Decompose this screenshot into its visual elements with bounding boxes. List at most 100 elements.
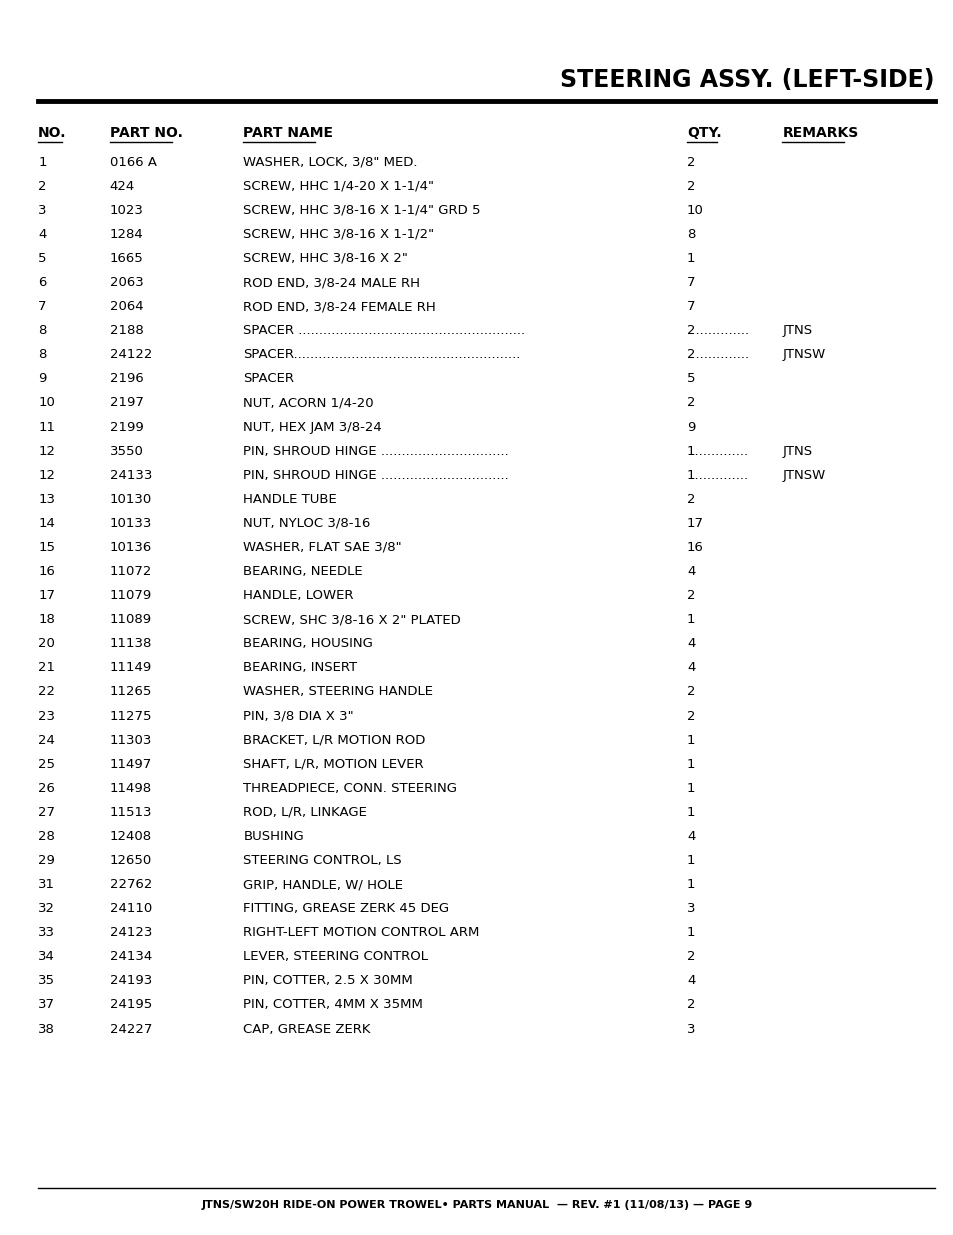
Text: 4: 4 bbox=[686, 974, 695, 988]
Text: WASHER, STEERING HANDLE: WASHER, STEERING HANDLE bbox=[243, 685, 433, 699]
Text: 2196: 2196 bbox=[110, 373, 143, 385]
Text: 1: 1 bbox=[686, 782, 695, 795]
Text: THREADPIECE, CONN. STEERING: THREADPIECE, CONN. STEERING bbox=[243, 782, 456, 795]
Text: HANDLE, LOWER: HANDLE, LOWER bbox=[243, 589, 354, 603]
Text: 2: 2 bbox=[686, 685, 695, 699]
Text: NO.: NO. bbox=[38, 126, 67, 140]
Text: 24133: 24133 bbox=[110, 468, 152, 482]
Text: 11265: 11265 bbox=[110, 685, 152, 699]
Text: RIGHT-LEFT MOTION CONTROL ARM: RIGHT-LEFT MOTION CONTROL ARM bbox=[243, 926, 479, 940]
Text: 1665: 1665 bbox=[110, 252, 143, 266]
Text: 12408: 12408 bbox=[110, 830, 152, 844]
Text: PART NAME: PART NAME bbox=[243, 126, 333, 140]
Text: SCREW, HHC 3/8-16 X 1-1/4" GRD 5: SCREW, HHC 3/8-16 X 1-1/4" GRD 5 bbox=[243, 204, 480, 217]
Text: FITTING, GREASE ZERK 45 DEG: FITTING, GREASE ZERK 45 DEG bbox=[243, 903, 449, 915]
Text: 17: 17 bbox=[38, 589, 55, 603]
Text: 11079: 11079 bbox=[110, 589, 152, 603]
Text: 1: 1 bbox=[686, 613, 695, 626]
Text: 4: 4 bbox=[38, 227, 47, 241]
Text: 10130: 10130 bbox=[110, 493, 152, 506]
Text: 15: 15 bbox=[38, 541, 55, 555]
Text: 6: 6 bbox=[38, 277, 47, 289]
Text: 34: 34 bbox=[38, 951, 55, 963]
Text: 2: 2 bbox=[686, 951, 695, 963]
Text: STEERING ASSY. (LEFT-SIDE): STEERING ASSY. (LEFT-SIDE) bbox=[559, 68, 934, 91]
Text: SCREW, HHC 3/8-16 X 2": SCREW, HHC 3/8-16 X 2" bbox=[243, 252, 408, 266]
Text: 2: 2 bbox=[686, 493, 695, 506]
Text: 2.............: 2............. bbox=[686, 348, 748, 362]
Text: 8: 8 bbox=[686, 227, 695, 241]
Text: 38: 38 bbox=[38, 1023, 55, 1036]
Text: 1: 1 bbox=[686, 758, 695, 771]
Text: 2: 2 bbox=[686, 396, 695, 410]
Text: BEARING, HOUSING: BEARING, HOUSING bbox=[243, 637, 373, 651]
Text: 1.............: 1............. bbox=[686, 468, 748, 482]
Text: 2: 2 bbox=[686, 179, 695, 193]
Text: 3: 3 bbox=[686, 1023, 695, 1036]
Text: 1284: 1284 bbox=[110, 227, 143, 241]
Text: 37: 37 bbox=[38, 998, 55, 1011]
Text: 2: 2 bbox=[686, 709, 695, 722]
Text: 1.............: 1............. bbox=[686, 445, 748, 458]
Text: PART NO.: PART NO. bbox=[110, 126, 182, 140]
Text: 13: 13 bbox=[38, 493, 55, 506]
Text: 12: 12 bbox=[38, 445, 55, 458]
Text: NUT, ACORN 1/4-20: NUT, ACORN 1/4-20 bbox=[243, 396, 374, 410]
Text: BRACKET, L/R MOTION ROD: BRACKET, L/R MOTION ROD bbox=[243, 734, 425, 747]
Text: 24123: 24123 bbox=[110, 926, 152, 940]
Text: 20: 20 bbox=[38, 637, 55, 651]
Text: 16: 16 bbox=[686, 541, 703, 555]
Text: 11497: 11497 bbox=[110, 758, 152, 771]
Text: SPACER: SPACER bbox=[243, 373, 294, 385]
Text: SCREW, HHC 3/8-16 X 1-1/2": SCREW, HHC 3/8-16 X 1-1/2" bbox=[243, 227, 434, 241]
Text: CAP, GREASE ZERK: CAP, GREASE ZERK bbox=[243, 1023, 371, 1036]
Text: 1023: 1023 bbox=[110, 204, 144, 217]
Text: 24: 24 bbox=[38, 734, 55, 747]
Text: 2: 2 bbox=[686, 156, 695, 169]
Text: PIN, SHROUD HINGE ...............................: PIN, SHROUD HINGE ......................… bbox=[243, 468, 509, 482]
Text: 1: 1 bbox=[38, 156, 47, 169]
Text: 5: 5 bbox=[686, 373, 695, 385]
Text: 10133: 10133 bbox=[110, 516, 152, 530]
Text: 1: 1 bbox=[686, 878, 695, 892]
Text: 32: 32 bbox=[38, 903, 55, 915]
Text: 11513: 11513 bbox=[110, 805, 152, 819]
Text: SCREW, HHC 1/4-20 X 1-1/4": SCREW, HHC 1/4-20 X 1-1/4" bbox=[243, 179, 434, 193]
Text: BEARING, INSERT: BEARING, INSERT bbox=[243, 662, 357, 674]
Text: JTNS: JTNS bbox=[781, 325, 812, 337]
Text: 24193: 24193 bbox=[110, 974, 152, 988]
Text: 2063: 2063 bbox=[110, 277, 143, 289]
Text: 2064: 2064 bbox=[110, 300, 143, 314]
Text: SPACER .......................................................: SPACER .................................… bbox=[243, 325, 525, 337]
Text: 10136: 10136 bbox=[110, 541, 152, 555]
Text: 8: 8 bbox=[38, 325, 47, 337]
Text: JTNSW: JTNSW bbox=[781, 348, 824, 362]
Text: 4: 4 bbox=[686, 637, 695, 651]
Text: 9: 9 bbox=[686, 420, 695, 433]
Text: 24134: 24134 bbox=[110, 951, 152, 963]
Text: 11138: 11138 bbox=[110, 637, 152, 651]
Text: NUT, HEX JAM 3/8-24: NUT, HEX JAM 3/8-24 bbox=[243, 420, 381, 433]
Text: 0166 A: 0166 A bbox=[110, 156, 156, 169]
Text: 4: 4 bbox=[686, 830, 695, 844]
Text: 24110: 24110 bbox=[110, 903, 152, 915]
Text: NUT, NYLOC 3/8-16: NUT, NYLOC 3/8-16 bbox=[243, 516, 371, 530]
Text: BEARING, NEEDLE: BEARING, NEEDLE bbox=[243, 566, 362, 578]
Text: 1: 1 bbox=[686, 926, 695, 940]
Text: 23: 23 bbox=[38, 709, 55, 722]
Text: 11303: 11303 bbox=[110, 734, 152, 747]
Text: PIN, SHROUD HINGE ...............................: PIN, SHROUD HINGE ......................… bbox=[243, 445, 509, 458]
Text: 12: 12 bbox=[38, 468, 55, 482]
Text: 26: 26 bbox=[38, 782, 55, 795]
Text: 24122: 24122 bbox=[110, 348, 152, 362]
Text: 17: 17 bbox=[686, 516, 703, 530]
Text: 12650: 12650 bbox=[110, 855, 152, 867]
Text: SCREW, SHC 3/8-16 X 2" PLATED: SCREW, SHC 3/8-16 X 2" PLATED bbox=[243, 613, 460, 626]
Text: 31: 31 bbox=[38, 878, 55, 892]
Text: 11089: 11089 bbox=[110, 613, 152, 626]
Text: 27: 27 bbox=[38, 805, 55, 819]
Text: WASHER, FLAT SAE 3/8": WASHER, FLAT SAE 3/8" bbox=[243, 541, 401, 555]
Text: 1: 1 bbox=[686, 734, 695, 747]
Text: 1: 1 bbox=[686, 805, 695, 819]
Text: 3550: 3550 bbox=[110, 445, 144, 458]
